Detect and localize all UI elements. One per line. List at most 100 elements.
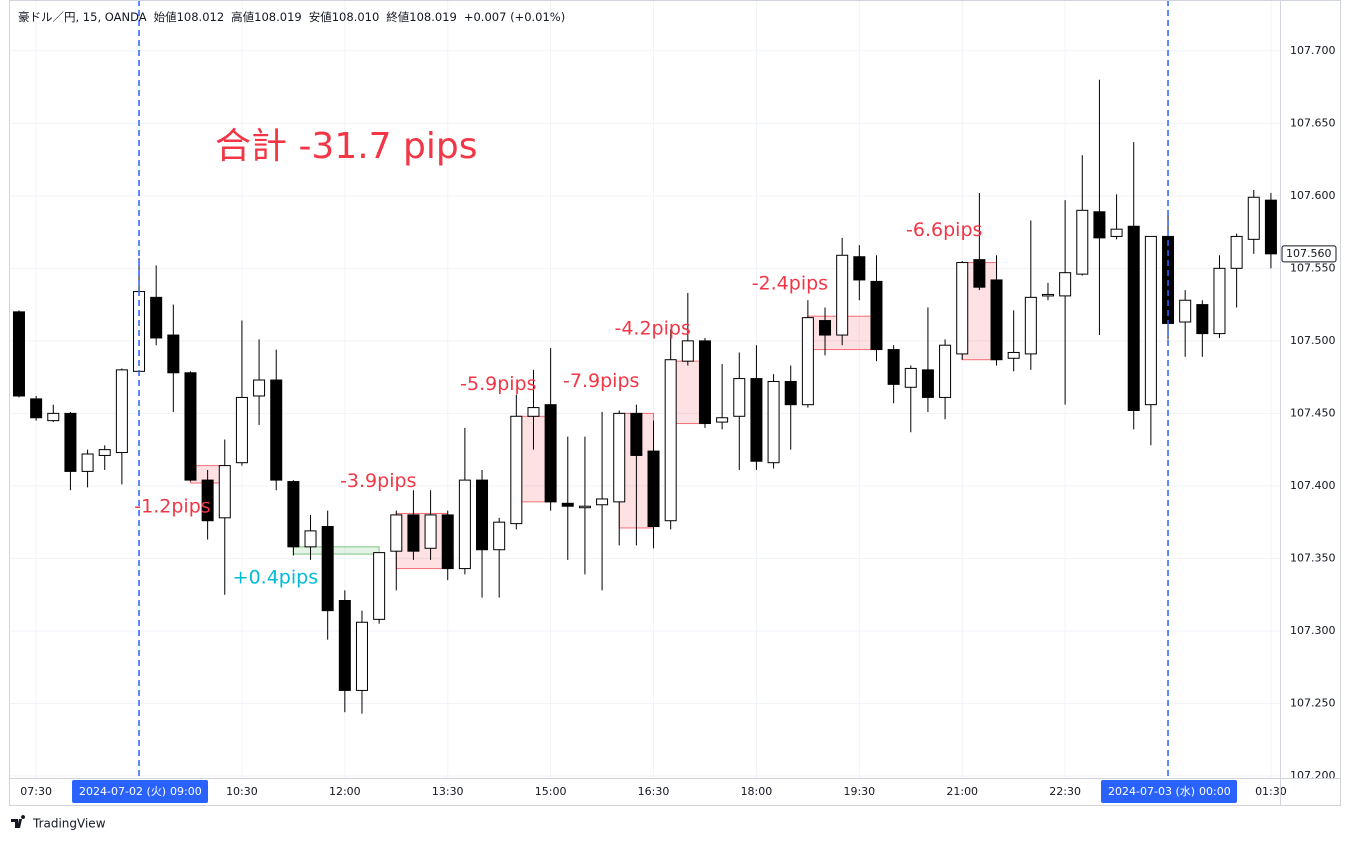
y-tick-label: 107.700 <box>1290 44 1336 57</box>
y-tick-label: 107.550 <box>1290 261 1336 274</box>
trade-label: -5.9pips <box>460 373 536 395</box>
candle-body <box>921 369 934 398</box>
candle-body <box>12 311 25 397</box>
date-marker-time: 09:00 <box>170 785 202 798</box>
candle-body <box>578 505 591 509</box>
date-marker-time: 00:00 <box>1199 785 1231 798</box>
plot-area: -1.2pips +0.4pips -3.9pips -5.9pips -7.9pips… <box>10 0 1280 778</box>
y-tick-label: 107.200 <box>1290 769 1336 782</box>
date-marker-date: 2024-07-02 (火) <box>79 785 166 798</box>
candle-body <box>698 340 711 425</box>
candle-body <box>561 502 574 507</box>
y-tick-label: 107.600 <box>1290 189 1336 202</box>
candle-body <box>321 526 334 612</box>
candle-body <box>870 280 883 351</box>
header-item: 高値108.019 <box>231 10 302 24</box>
candle-body <box>184 372 197 481</box>
y-tick-label: 107.300 <box>1290 624 1336 637</box>
candle-body <box>424 514 437 549</box>
trade-label: -2.4pips <box>752 273 828 295</box>
candle-body <box>613 412 626 503</box>
candle-body <box>1007 351 1020 359</box>
candle-body <box>1127 225 1140 411</box>
candle-body <box>441 514 454 570</box>
header-item: 安値108.010 <box>309 10 380 24</box>
candle-body <box>544 404 557 503</box>
date-marker-date: 2024-07-03 (水) <box>1108 785 1195 798</box>
x-tick-label: 19:30 <box>843 785 875 798</box>
trade-label: -1.2pips <box>134 496 210 518</box>
candle-body <box>784 380 797 406</box>
candle-body <box>647 450 660 528</box>
y-tick-label: 107.400 <box>1290 479 1336 492</box>
y-tick-label: 107.250 <box>1290 696 1336 709</box>
candle-body <box>1196 304 1209 335</box>
candle-body <box>30 398 43 419</box>
candle-body <box>1024 296 1037 355</box>
candle-body <box>819 320 832 336</box>
trade-label: +0.4pips <box>233 567 318 589</box>
candle-body <box>81 453 94 472</box>
candle-body <box>201 479 214 522</box>
candle-body <box>270 379 283 481</box>
candle-body <box>1041 293 1054 297</box>
header-item: 始値108.012 <box>154 10 225 24</box>
candle-body <box>235 396 248 464</box>
header-item: 豪ドル／円, 15, OANDA <box>18 10 147 24</box>
last-price-label: 107.560 <box>1286 247 1332 260</box>
y-tick-label: 107.450 <box>1290 406 1336 419</box>
x-tick-label: 01:30 <box>1255 785 1287 798</box>
candle-body <box>836 254 849 336</box>
y-tick-label: 107.500 <box>1290 334 1336 347</box>
candle-body <box>1179 299 1192 323</box>
candle-body <box>1213 267 1226 335</box>
x-tick-label: 21:00 <box>946 785 978 798</box>
candle-body <box>527 407 540 417</box>
candle-body <box>338 599 351 691</box>
header-item: 終値108.019 <box>386 10 457 24</box>
candle-body <box>990 279 1003 361</box>
candle-body <box>150 296 163 339</box>
x-tick-label: 16:30 <box>638 785 670 798</box>
x-tick-label: 07:30 <box>20 785 52 798</box>
x-tick-label: 22:30 <box>1049 785 1081 798</box>
candle-body <box>218 465 231 519</box>
y-tick-label: 107.350 <box>1290 551 1336 564</box>
candle-body <box>1264 199 1277 255</box>
candle-body <box>1076 209 1089 275</box>
trade-label: -3.9pips <box>340 470 416 492</box>
candle-body <box>390 514 403 552</box>
brand-logo <box>11 815 26 828</box>
candle-body <box>373 552 386 620</box>
candle-body <box>939 344 952 398</box>
last-price-box <box>1281 245 1337 263</box>
header-item: +0.007 (+0.01%) <box>464 10 565 24</box>
candle-body <box>956 262 969 355</box>
date-marker-box <box>72 780 209 803</box>
x-tick-label: 10:30 <box>226 785 258 798</box>
x-tick-label: 12:00 <box>329 785 361 798</box>
candle-body <box>1093 211 1106 239</box>
x-tick-label: 15:00 <box>535 785 567 798</box>
candle-body <box>493 521 506 551</box>
candle-body <box>767 380 780 464</box>
x-tick-label: 13:30 <box>432 785 464 798</box>
candle-body <box>304 530 317 548</box>
candle-body <box>1247 196 1260 240</box>
candle-body <box>510 415 523 525</box>
trade-box <box>395 512 449 570</box>
candle-body <box>681 340 694 362</box>
candle-body <box>630 412 643 456</box>
candle-body <box>596 498 609 506</box>
candle-body <box>1230 235 1243 269</box>
candle-body <box>167 334 180 374</box>
header: 豪ドル／円, 15, OANDA 始値108.012 高値108.019 安値108.… <box>18 10 565 24</box>
x-tick-label: 18:00 <box>741 785 773 798</box>
y-tick-label: 107.650 <box>1290 116 1336 129</box>
candle-body <box>253 379 266 397</box>
candle-body <box>853 256 866 281</box>
axes: 107.200 107.250 107.300 107.350 107.400 107.4… <box>20 44 1337 803</box>
candle-body <box>115 369 128 454</box>
candle-body <box>973 259 986 288</box>
